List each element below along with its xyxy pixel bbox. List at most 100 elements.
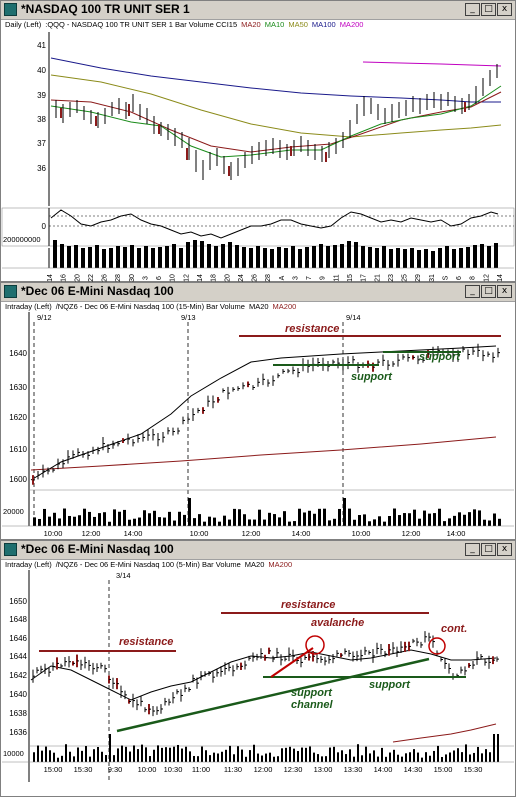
volume-bar — [58, 518, 61, 526]
volume-bar — [293, 748, 295, 762]
chart-canvas[interactable]: 1650 1648 1646 1644 1642 1640 1638 1636 … — [1, 560, 515, 797]
volume-bar — [458, 512, 461, 526]
support-label: support — [419, 351, 461, 363]
volume-bar — [145, 747, 147, 762]
volume-bar — [73, 756, 75, 762]
volume-bar — [441, 756, 443, 762]
volume-bar — [403, 513, 406, 526]
close-button[interactable]: x — [497, 285, 512, 298]
volume-bar — [118, 511, 121, 526]
close-button[interactable]: x — [497, 543, 512, 556]
minimize-button[interactable]: _ — [465, 543, 480, 556]
support-channel-label: support channel — [291, 687, 334, 711]
chart-window-5min[interactable]: *Dec 06 E-Mini Nasdaq 100 _ □ x Intraday… — [0, 540, 516, 797]
title-bar[interactable]: *Dec 06 E-Mini Nasdaq 100 _ □ x — [1, 541, 515, 560]
volume-bar — [473, 509, 476, 526]
volume-bar — [201, 746, 203, 762]
x-tick: 10:30 — [164, 765, 183, 774]
x-tick: 6 — [156, 276, 163, 280]
x-tick: S — [442, 275, 449, 280]
info-item: MA20 — [248, 302, 269, 311]
volume-bar — [41, 750, 43, 762]
volume-bar — [401, 756, 403, 762]
volume-bar — [65, 744, 67, 762]
volume-bar — [81, 750, 83, 762]
cont-circle — [428, 637, 446, 655]
maximize-button[interactable]: □ — [481, 285, 496, 298]
volume-bar — [228, 519, 231, 526]
price-tick: 1648 — [9, 615, 27, 624]
volume-tick: 200000000 — [3, 235, 41, 244]
volume-bar — [273, 756, 275, 762]
volume-bar — [363, 514, 366, 526]
x-axis: 10:00 12:00 14:00 10:00 12:00 14:00 10:00 12:00… — [44, 529, 466, 538]
volume-bar — [385, 756, 387, 762]
volume-bar — [421, 757, 423, 762]
volume-bar — [405, 753, 407, 762]
volume-bar — [77, 747, 79, 762]
maximize-button[interactable]: □ — [481, 543, 496, 556]
volume-bar — [33, 517, 36, 526]
close-button[interactable]: x — [497, 3, 512, 16]
volume-bar — [53, 752, 55, 762]
volume-bar — [158, 517, 161, 526]
volume-bar — [313, 752, 315, 762]
volume-bar — [377, 756, 379, 762]
info-item: /NQZ6 - Dec 06 E-Mini Nasdaq 100 (15-Min… — [55, 302, 245, 311]
volume-bar — [278, 517, 281, 526]
x-tick: 31 — [429, 274, 436, 282]
volume-bar — [461, 752, 463, 762]
x-tick: 14:00 — [292, 529, 311, 538]
resistance-label: resistance — [281, 599, 335, 611]
price-tick: 41 — [37, 41, 46, 50]
x-tick: 29 — [415, 274, 422, 282]
volume-bar — [418, 518, 421, 526]
minimize-button[interactable]: _ — [465, 285, 480, 298]
cont-label: cont. — [441, 623, 467, 635]
volume-bar — [113, 509, 116, 526]
volume-bar — [45, 746, 47, 762]
volume-bar — [128, 519, 131, 526]
x-tick: 22 — [88, 274, 95, 282]
volume-bar — [413, 749, 415, 762]
volume-bar — [448, 518, 451, 526]
maximize-button[interactable]: □ — [481, 3, 496, 16]
volume-bar — [113, 755, 115, 762]
info-item: /NQZ6 - Dec 06 E-Mini Nasdaq 100 (5-Min)… — [55, 560, 241, 569]
volume-bar — [357, 744, 359, 762]
minimize-button[interactable]: _ — [465, 3, 480, 16]
volume-bar — [463, 514, 466, 526]
volume-bar — [149, 756, 151, 762]
chart-canvas[interactable]: 1640 1630 1620 1610 1600 9/12 9/13 9/14 … — [1, 302, 515, 540]
chart-canvas[interactable]: 41 40 39 38 37 36 0 200000000 — [1, 20, 515, 282]
volume-bar — [493, 734, 495, 762]
volume-bar — [33, 752, 35, 762]
chart-window-daily[interactable]: *NASDAQ 100 TR UNIT SER 1 _ □ x Daily (L… — [0, 0, 516, 282]
info-item: MA200 — [272, 302, 297, 311]
x-tick: 26 — [102, 274, 109, 282]
chart-window-15min[interactable]: *Dec 06 E-Mini Nasdaq 100 _ □ x Intraday… — [0, 282, 516, 540]
price-tick: 40 — [37, 66, 46, 75]
volume-bar — [277, 756, 279, 762]
volume-bar — [229, 745, 231, 762]
price-bars-down — [60, 102, 466, 176]
x-tick: 10:00 — [352, 529, 371, 538]
volume-bar — [369, 753, 371, 762]
volume-bar — [483, 519, 486, 526]
title-bar[interactable]: *NASDAQ 100 TR UNIT SER 1 _ □ x — [1, 1, 515, 20]
volume-bar — [109, 734, 111, 762]
volume-bar — [445, 754, 447, 762]
info-item: MA20 — [241, 20, 261, 29]
x-axis: 15:00 15:30 9:30 10:00 10:30 11:00 11:30 12:00 1… — [44, 765, 483, 774]
x-tick: 14:00 — [124, 529, 143, 538]
volume-bar — [309, 746, 311, 762]
ma200-line — [30, 436, 497, 471]
volume-bar — [429, 755, 431, 762]
volume-bar — [163, 517, 166, 526]
title-bar[interactable]: *Dec 06 E-Mini Nasdaq 100 _ □ x — [1, 283, 515, 302]
volume-bars — [33, 734, 499, 762]
price-tick: 1646 — [9, 634, 27, 643]
volume-bar — [217, 753, 219, 762]
x-tick: 14:00 — [374, 765, 393, 774]
volume-bar — [373, 750, 375, 762]
